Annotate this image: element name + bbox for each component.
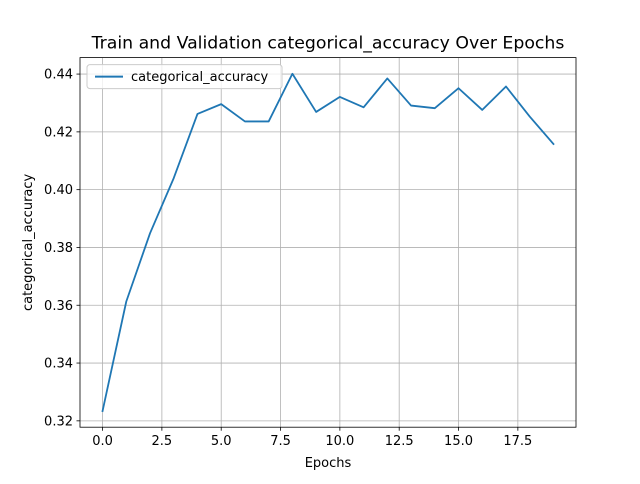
x-tick-label: 7.5 xyxy=(270,434,291,449)
y-tick-label: 0.40 xyxy=(44,183,73,198)
y-axis-ticks: 0.32 0.34 0.36 0.38 0.40 0.42 0.44 xyxy=(44,68,80,429)
y-tick-label: 0.42 xyxy=(44,125,73,140)
plot-area xyxy=(80,57,576,428)
chart-title: Train and Validation categorical_accurac… xyxy=(91,34,565,54)
legend-frame xyxy=(86,64,283,90)
y-gridlines xyxy=(80,73,576,422)
y-tick-label: 0.38 xyxy=(44,241,73,256)
y-tick-label: 0.36 xyxy=(44,299,73,314)
legend: categorical_accuracy xyxy=(86,64,283,90)
x-tick-label: 10.0 xyxy=(325,434,354,449)
series-layer xyxy=(101,72,555,413)
y-axis-label: categorical_accuracy xyxy=(21,173,36,311)
axes-frame xyxy=(79,57,577,428)
x-tick-label: 15.0 xyxy=(444,434,473,449)
x-tick-label: 0.0 xyxy=(92,434,113,449)
y-tick-label: 0.34 xyxy=(44,357,73,372)
x-gridlines xyxy=(102,57,519,428)
y-tick-label: 0.44 xyxy=(44,68,73,83)
y-tick-label: 0.32 xyxy=(44,414,73,429)
series-line xyxy=(101,72,555,413)
x-tick-label: 2.5 xyxy=(152,434,173,449)
x-axis-label: Epochs xyxy=(305,456,352,471)
x-tick-label: 5.0 xyxy=(211,434,232,449)
legend-label: categorical_accuracy xyxy=(131,70,269,85)
x-axis-ticks: 0.0 2.5 5.0 7.5 10.0 12.5 15.0 17.5 xyxy=(92,427,532,449)
x-tick-label: 12.5 xyxy=(385,434,414,449)
x-tick-label: 17.5 xyxy=(503,434,532,449)
